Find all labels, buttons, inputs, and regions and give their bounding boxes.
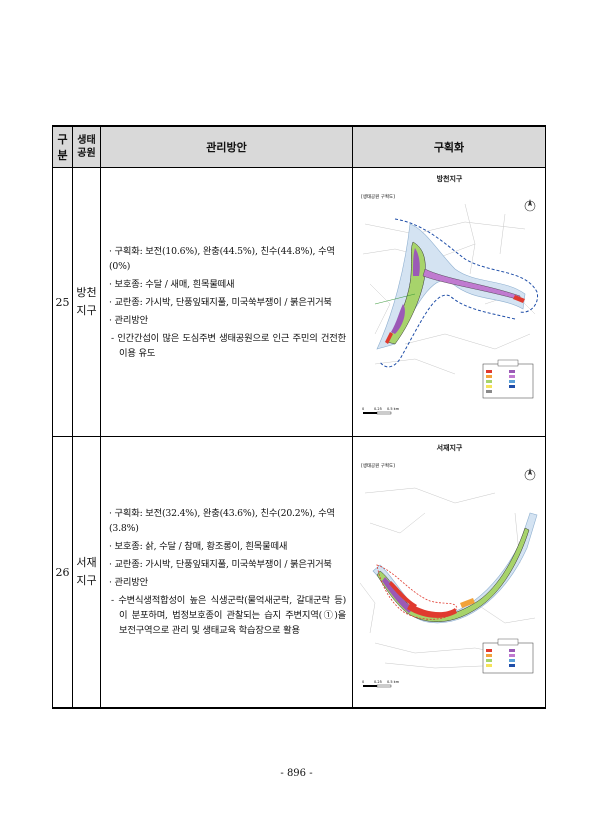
scale-label-end: 0.5 km xyxy=(387,407,400,411)
table-row: 25 방천 지구 · 구획화: 보전(10.6%), 완충(44.5%), 친수… xyxy=(52,167,546,437)
map-inner-label: [생태공원 구획도] xyxy=(361,462,395,469)
park-zone-conservation xyxy=(385,332,393,344)
map-legend xyxy=(482,359,534,399)
scale-label-mid: 0.25 xyxy=(374,407,382,411)
zoning-map-bangcheon: [생태공원 구획도] xyxy=(357,190,541,415)
zoning-ratio-line: · 구획화: 보전(10.6%), 완충(44.5%), 친수(44.8%), … xyxy=(109,245,335,272)
park-name-line1: 방천 xyxy=(76,286,97,299)
scale-bar: 0 0.25 0.5 km xyxy=(362,680,400,688)
header-park-line2: 공원 xyxy=(77,148,96,159)
conservation-boundary xyxy=(376,564,458,620)
management-plan-cell: · 구획화: 보전(32.4%), 완충(43.6%), 친수(20.2%), … xyxy=(100,436,353,709)
park-zone-conservation-2 xyxy=(513,295,525,303)
management-detail-line: - 수변식생적합성이 높은 식생군락(물억새군락, 갈대군락 등)이 분포하며,… xyxy=(111,595,346,636)
boundary-dashed-north xyxy=(394,218,539,313)
map-road-line xyxy=(374,293,416,305)
scale-label-mid: 0.25 xyxy=(374,680,382,684)
scale-bar: 0 0.25 0.5 km xyxy=(362,407,400,415)
park-management-table: 구분 생태 공원 관리방안 구획화 25 방천 지구 · 구획화: 보전(10.… xyxy=(52,125,546,709)
park-name-line1: 서재 xyxy=(76,556,97,569)
park-zone-orange xyxy=(460,598,475,608)
invasive-species-line: · 교란종: 가시박, 단풍잎돼지풀, 미국쑥부쟁이 / 붉은귀거북 xyxy=(109,559,332,570)
row-number: 26 xyxy=(52,436,73,709)
header-park-line1: 생태 xyxy=(77,135,96,146)
header-management: 관리방안 xyxy=(100,125,353,168)
north-arrow-icon xyxy=(524,468,536,481)
protected-species-line: · 보호종: 수달 / 새매, 흰목물떼새 xyxy=(109,278,235,290)
header-num: 구분 xyxy=(52,125,73,168)
management-plan-cell: · 구획화: 보전(10.6%), 완충(44.5%), 친수(44.8%), … xyxy=(100,167,353,437)
scale-label-0: 0 xyxy=(362,407,364,411)
scale-label-0: 0 xyxy=(362,680,364,684)
management-detail-line: - 인간간섭이 많은 도심주변 생태공원으로 인근 주민의 건전한 이용 유도 xyxy=(111,332,346,359)
north-arrow-icon xyxy=(524,199,536,212)
management-heading-line: · 관리방안 xyxy=(109,577,148,588)
zoning-map-cell: 방천지구 [생태공원 구획도] xyxy=(352,167,546,437)
zoning-map-seojae: [생태공원 구획도] xyxy=(357,459,541,688)
park-name-line2: 지구 xyxy=(76,304,97,317)
scale-label-end: 0.5 km xyxy=(387,680,400,684)
zoning-ratio-line: · 구획화: 보전(32.4%), 완충(43.6%), 친수(20.2%), … xyxy=(109,508,335,534)
page-number: - 896 - xyxy=(280,768,313,779)
map-title: 방천지구 xyxy=(436,175,463,183)
map-inner-label: [생태공원 구획도] xyxy=(361,193,395,200)
boundary-dashed-south xyxy=(379,294,516,368)
map-title: 서재지구 xyxy=(436,444,463,452)
park-zone-hydrophilic xyxy=(382,577,413,613)
zoning-map-cell: 서재지구 [생태공원 구획도] xyxy=(352,436,546,709)
management-heading-line: · 관리방안 xyxy=(109,314,148,326)
header-park: 생태 공원 xyxy=(72,125,101,168)
park-zone-hydrophilic xyxy=(413,248,420,276)
protected-species-line: · 보호종: 삵, 수달 / 참매, 황조롱이, 흰목물떼새 xyxy=(109,541,288,552)
invasive-species-line: · 교란종: 가시박, 단풍잎돼지풀, 미국쑥부쟁이 / 붉은귀거북 xyxy=(109,296,332,308)
row-number: 25 xyxy=(52,167,73,437)
park-name: 서재 지구 xyxy=(72,436,101,709)
park-name: 방천 지구 xyxy=(72,167,101,437)
map-legend xyxy=(482,638,534,674)
table-header-row: 구분 생태 공원 관리방안 구획화 xyxy=(52,125,546,168)
park-name-line2: 지구 xyxy=(76,574,97,587)
table-row: 26 서재 지구 · 구획화: 보전(32.4%), 완충(43.6%), 친수… xyxy=(52,436,546,709)
header-zoning: 구획화 xyxy=(352,125,546,168)
park-zone-conservation-2 xyxy=(389,581,417,608)
park-zone-hydrophilic-2 xyxy=(391,304,405,334)
park-zone-conservation xyxy=(407,603,457,618)
